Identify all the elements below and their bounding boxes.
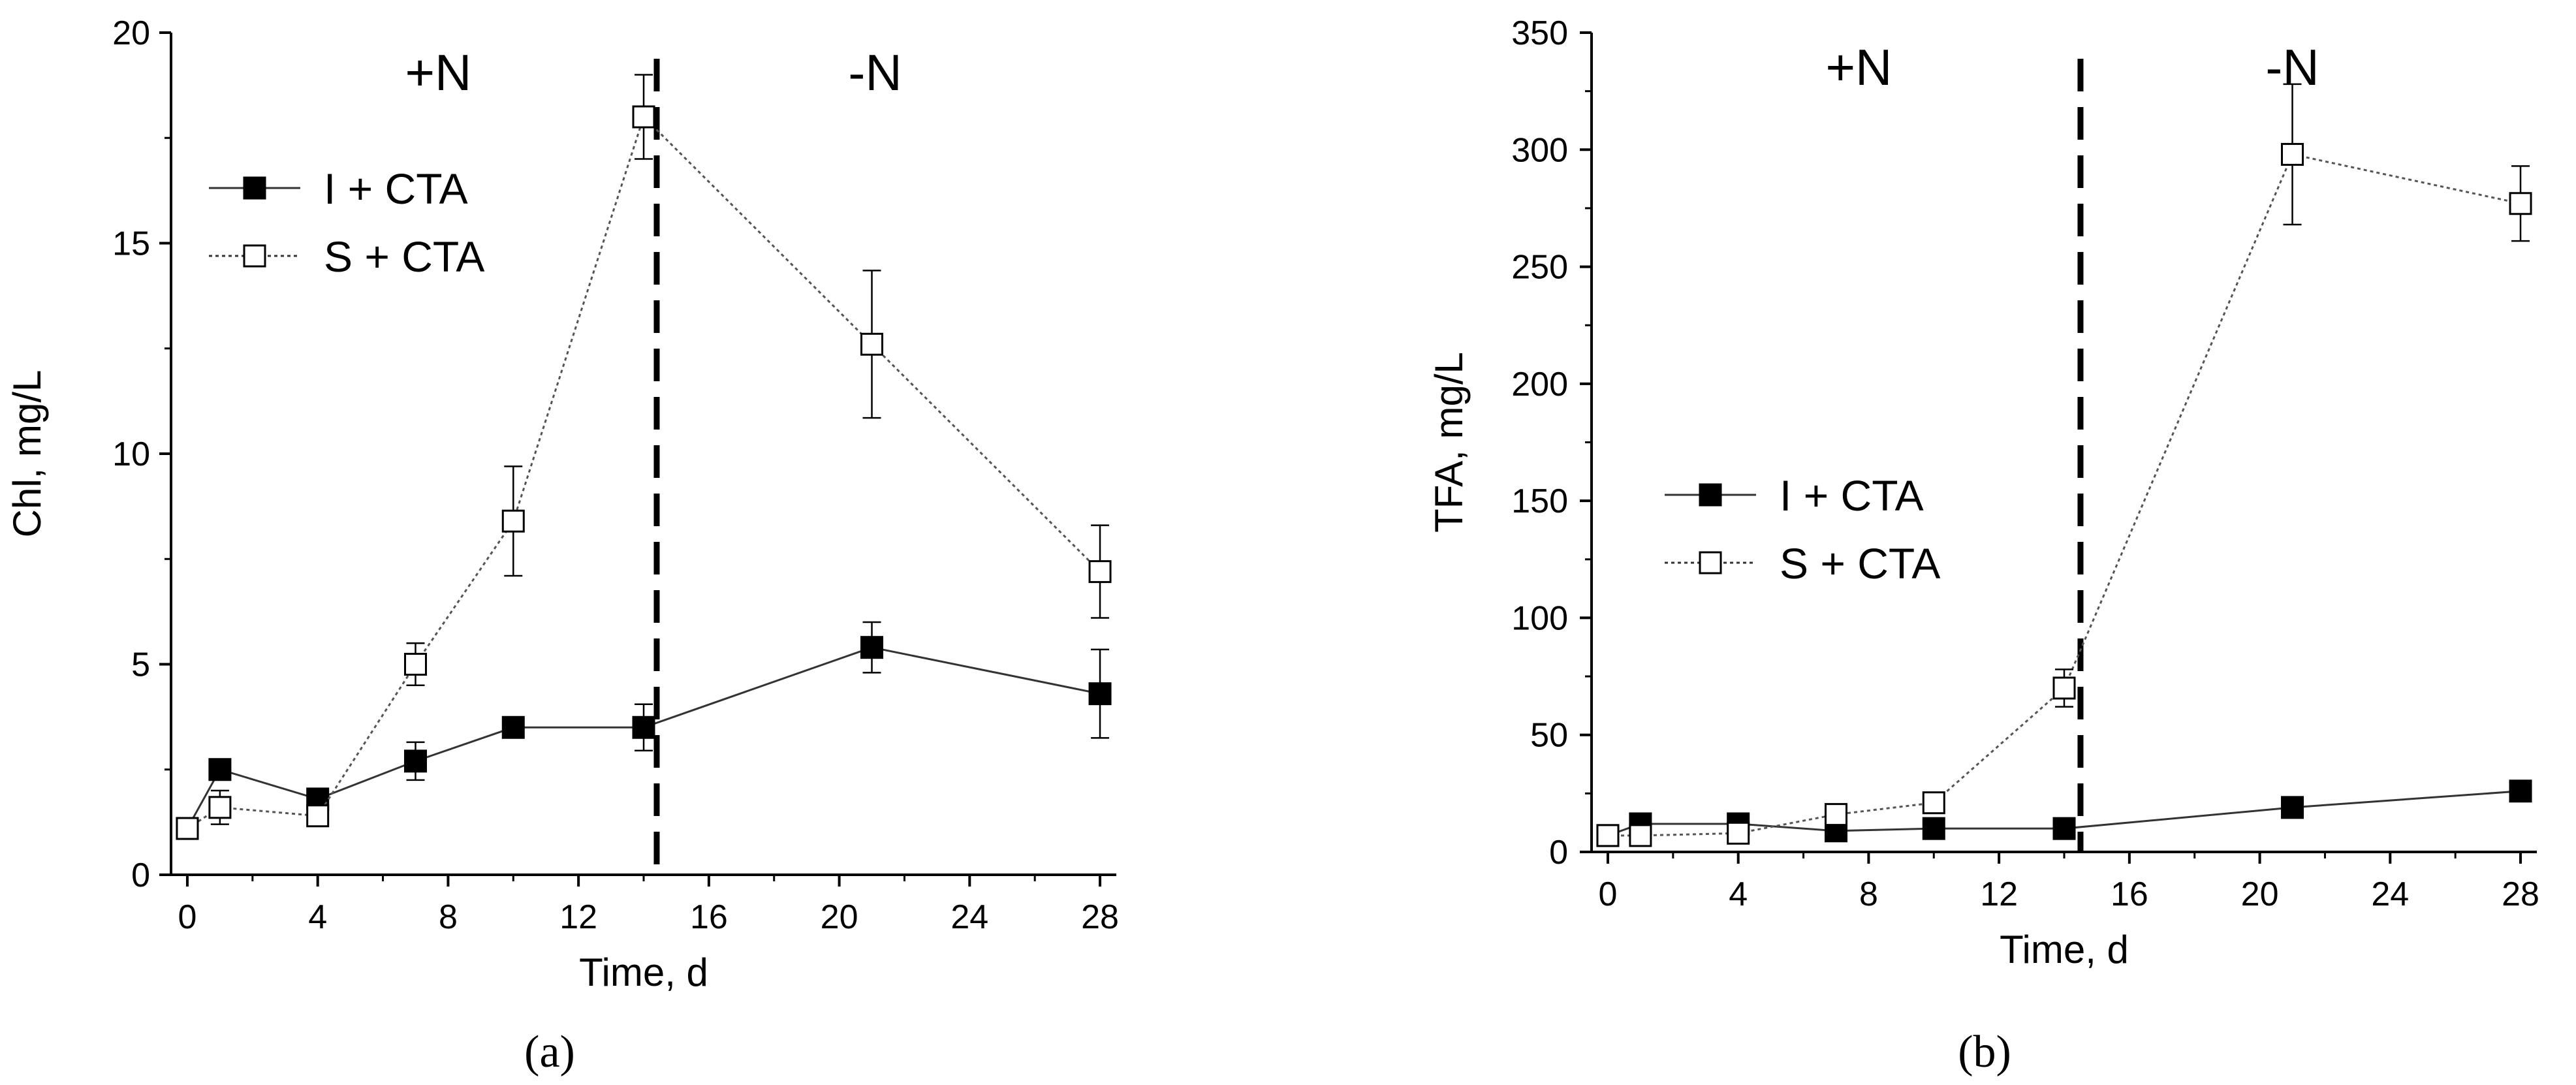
data-point	[208, 796, 232, 819]
data-point	[632, 715, 655, 739]
y-tick-label: 10	[112, 435, 150, 473]
y-tick-label: 200	[1511, 366, 1568, 403]
data-point	[860, 332, 884, 356]
data-point	[1629, 824, 1652, 847]
data-point	[1922, 817, 1945, 840]
series-s-cta	[176, 74, 1112, 840]
chart-panel-a: 0 5 10 15 20 0 4 8 12 16 20 24 28 Time, d Chl, mg/L +N -…	[5, 14, 1119, 1077]
data-point	[860, 636, 884, 659]
data-point	[1922, 791, 1945, 815]
y-tick-label: 100	[1511, 599, 1568, 637]
data-point	[2509, 192, 2532, 215]
data-point	[2281, 142, 2304, 166]
phase-annotation: +N	[1825, 39, 1892, 96]
data-point	[403, 653, 427, 676]
series-line	[1607, 153, 2521, 837]
y-tick-label: 20	[112, 14, 150, 52]
data-point	[176, 817, 199, 840]
data-point	[1824, 803, 1847, 826]
data-point	[1596, 824, 1620, 847]
series-line	[1607, 790, 2521, 837]
x-tick-label: 20	[821, 898, 858, 936]
data-point	[2052, 817, 2076, 840]
data-point	[501, 509, 525, 533]
panel-caption: (a)	[524, 1027, 575, 1077]
x-tick-label: 0	[1599, 875, 1618, 913]
series-line	[187, 115, 1101, 830]
chart-panel-b: 0 50 100 150 200 250 300 350 0 4 8 12 16 20 24 28 Time, …	[1427, 14, 2539, 1077]
x-axis-label: Time, d	[2000, 928, 2129, 971]
x-tick-label: 4	[1729, 875, 1748, 913]
y-tick-label: 150	[1511, 482, 1568, 520]
x-tick-label: 20	[2241, 875, 2279, 913]
data-point	[2281, 796, 2304, 819]
panel-caption: (b)	[1958, 1027, 2011, 1077]
x-tick-label: 16	[690, 898, 728, 936]
x-tick-label: 8	[439, 898, 458, 936]
x-tick-label: 24	[950, 898, 988, 936]
y-tick-label: 50	[1530, 717, 1568, 755]
x-tick-label: 12	[1980, 875, 2018, 913]
y-tick-label: 300	[1511, 131, 1568, 169]
data-point	[1727, 821, 1750, 845]
y-tick-label: 15	[112, 225, 150, 263]
data-point	[1088, 560, 1112, 584]
x-tick-label: 4	[308, 898, 327, 936]
data-point	[306, 804, 330, 828]
legend-marker	[1699, 483, 1722, 507]
x-tick-label: 12	[559, 898, 597, 936]
series-i-cta	[176, 621, 1112, 840]
y-tick-label: 250	[1511, 249, 1568, 287]
data-point	[632, 105, 655, 129]
series-s-cta	[1596, 83, 2532, 847]
data-point	[1088, 682, 1112, 706]
legend-marker	[243, 244, 266, 268]
x-tick-label: 16	[2111, 875, 2148, 913]
phase-annotation: +N	[405, 44, 471, 101]
data-point	[208, 758, 232, 781]
legend-label: S + CTA	[1780, 539, 1940, 588]
legend-marker	[243, 176, 266, 200]
data-point	[501, 715, 525, 739]
legend-label: I + CTA	[1780, 471, 1924, 520]
legend-label: S + CTA	[324, 232, 484, 281]
y-tick-label: 5	[131, 646, 150, 684]
x-tick-label: 28	[2502, 875, 2539, 913]
y-tick-label: 0	[1549, 834, 1568, 872]
data-point	[2509, 779, 2532, 803]
y-tick-label: 0	[131, 857, 150, 894]
x-tick-label: 28	[1081, 898, 1119, 936]
x-tick-label: 24	[2371, 875, 2409, 913]
series-line	[186, 646, 1101, 829]
y-axis-label: TFA, mg/L	[1427, 352, 1471, 533]
y-axis-label: Chl, mg/L	[5, 370, 49, 538]
x-tick-label: 8	[1859, 875, 1878, 913]
x-tick-label: 0	[178, 898, 197, 936]
data-point	[2052, 676, 2076, 700]
phase-annotation: -N	[848, 44, 902, 101]
y-tick-label: 350	[1511, 14, 1568, 52]
data-point	[403, 749, 427, 773]
legend-label: I + CTA	[324, 165, 468, 213]
legend-marker	[1699, 551, 1722, 574]
x-axis-label: Time, d	[579, 951, 708, 994]
